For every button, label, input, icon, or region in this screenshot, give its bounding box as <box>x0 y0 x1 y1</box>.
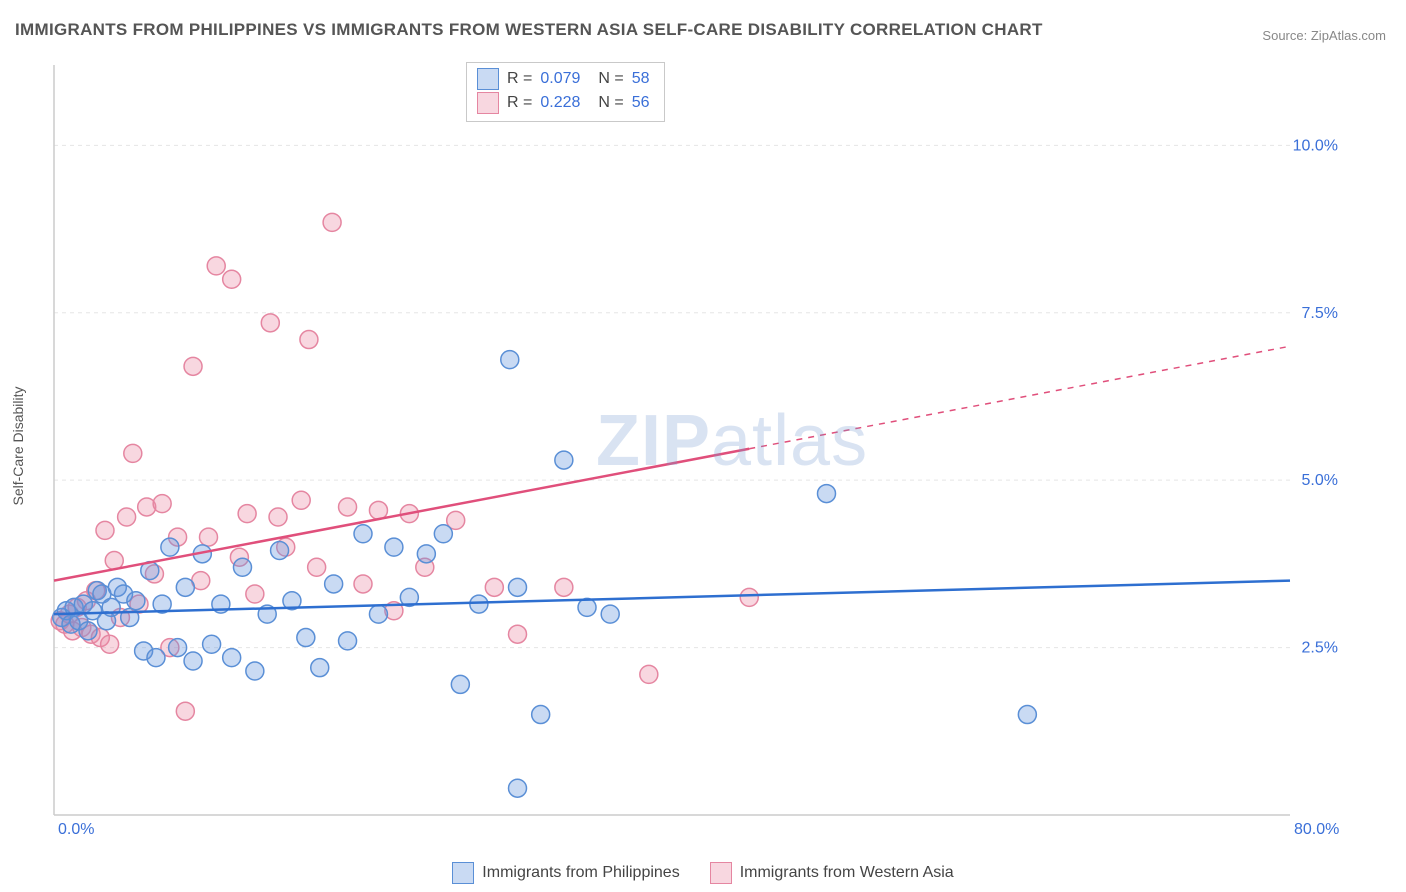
svg-text:7.5%: 7.5% <box>1302 305 1338 322</box>
x-axis-max-label: 80.0% <box>1294 821 1339 839</box>
legend-label-philippines: Immigrants from Philippines <box>482 864 679 882</box>
stats-n-value-western-asia: 56 <box>632 91 650 115</box>
stats-row-philippines: R = 0.079 N = 58 <box>477 67 650 91</box>
correlation-stats-box: R = 0.079 N = 58 R = 0.228 N = 56 <box>466 62 665 122</box>
stats-r-value-western-asia: 0.228 <box>540 91 580 115</box>
svg-text:2.5%: 2.5% <box>1302 640 1338 657</box>
source-value: ZipAtlas.com <box>1311 28 1386 43</box>
source-label: Source: <box>1262 28 1307 43</box>
svg-text:10.0%: 10.0% <box>1293 137 1338 154</box>
chart-plot-area: 2.5%5.0%7.5%10.0% ZIPatlas R =0.079N =58… <box>50 60 1350 845</box>
legend-item-western-asia: Immigrants from Western Asia <box>710 862 954 884</box>
chart-title: IMMIGRANTS FROM PHILIPPINES VS IMMIGRANT… <box>15 20 1043 40</box>
stats-n-label: N = <box>598 91 623 115</box>
y-axis-label: Self-Care Disability <box>10 386 26 505</box>
stats-swatch-philippines <box>477 68 499 90</box>
bottom-legend: Immigrants from Philippines Immigrants f… <box>0 862 1406 884</box>
legend-item-philippines: Immigrants from Philippines <box>452 862 679 884</box>
source-attribution: Source: ZipAtlas.com <box>1262 28 1386 43</box>
stats-row-western-asia: R = 0.228 N = 56 <box>477 91 650 115</box>
stats-n-value-philippines: 58 <box>632 67 650 91</box>
chart-svg: 2.5% 5.0% 7.5% 10.0% <box>50 60 1350 845</box>
legend-swatch-western-asia <box>710 862 732 884</box>
legend-swatch-philippines <box>452 862 474 884</box>
x-axis-min-label: 0.0% <box>58 821 94 839</box>
stats-n-label: N = <box>598 67 623 91</box>
svg-text:5.0%: 5.0% <box>1302 472 1338 489</box>
stats-r-value-philippines: 0.079 <box>540 67 580 91</box>
legend-label-western-asia: Immigrants from Western Asia <box>740 864 954 882</box>
stats-swatch-western-asia <box>477 92 499 114</box>
stats-r-label: R = <box>507 91 532 115</box>
stats-r-label: R = <box>507 67 532 91</box>
